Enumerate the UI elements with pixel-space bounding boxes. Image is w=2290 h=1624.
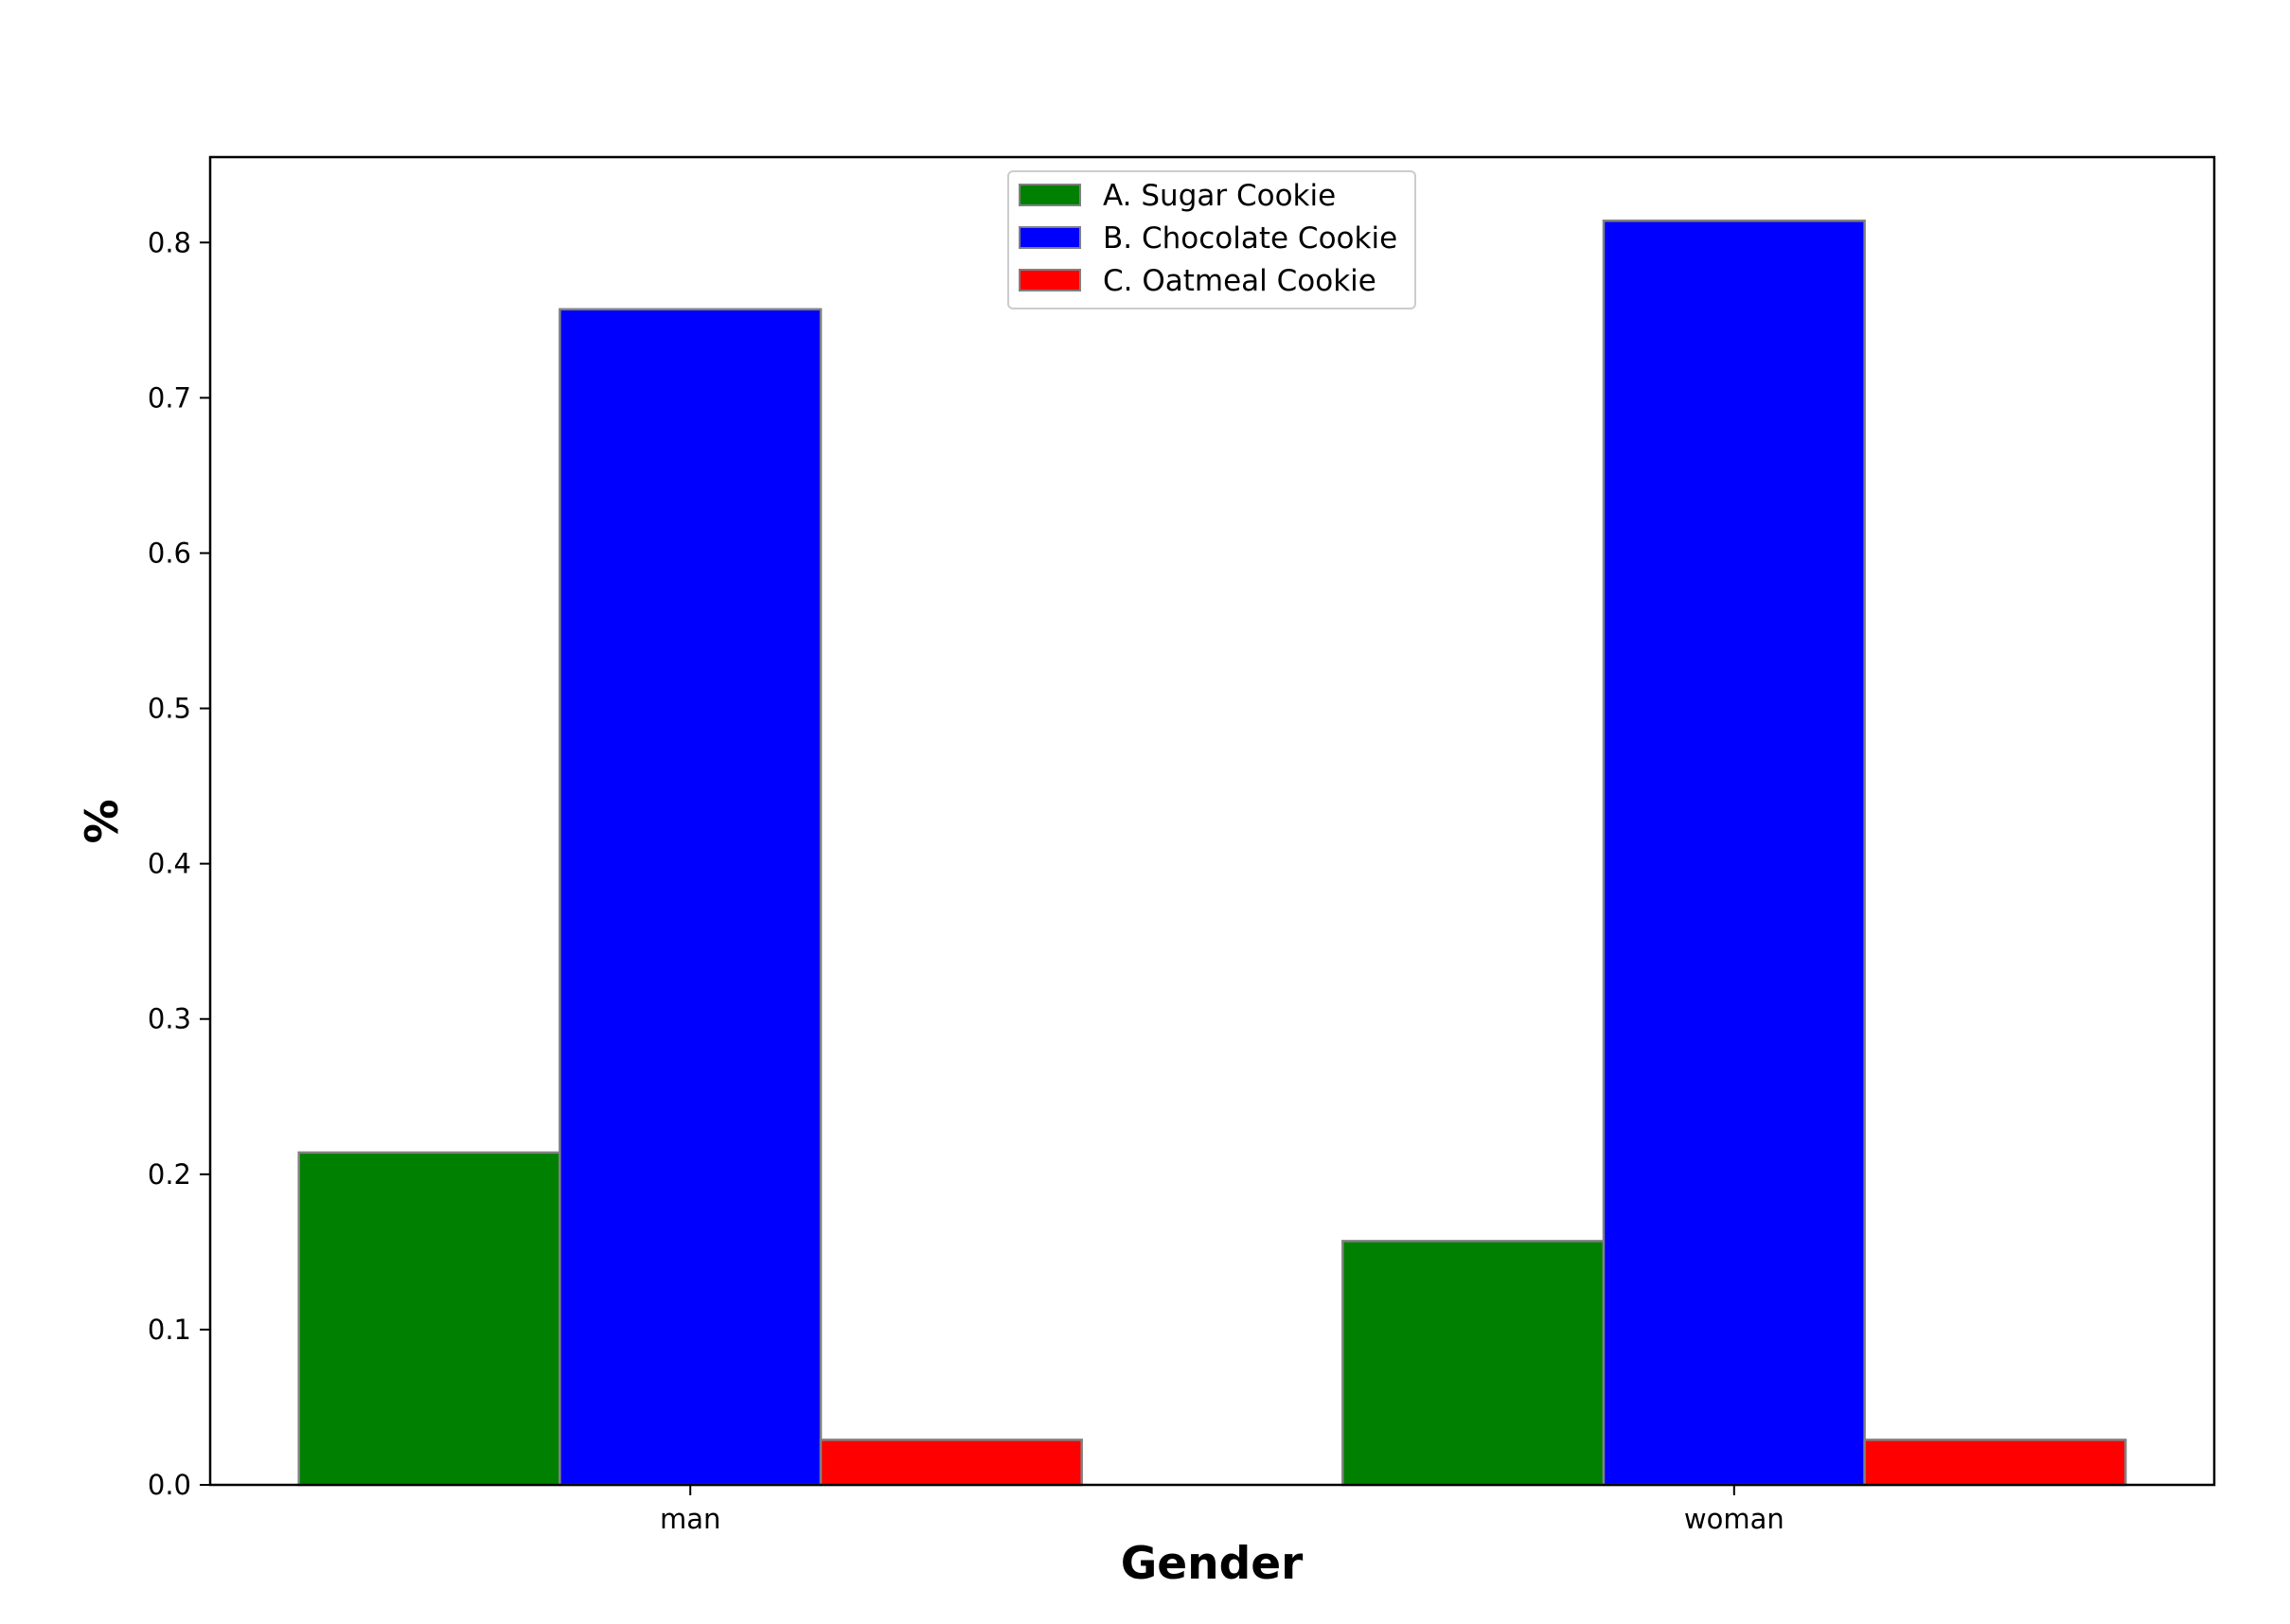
legend-swatch [1019, 269, 1081, 291]
y-tick-label: 0.1 [148, 1314, 191, 1346]
y-tick-label: 0.2 [148, 1158, 191, 1191]
y-tick-label: 0.5 [148, 693, 191, 725]
bar-woman-3 [1863, 1439, 2127, 1487]
y-tick-label: 0.8 [148, 226, 191, 258]
x-tick-label: man [660, 1503, 720, 1535]
x-axis: man woman [660, 1485, 1784, 1535]
x-tick-label: woman [1684, 1503, 1784, 1535]
y-tick-label: 0.4 [148, 848, 191, 880]
y-tick-label: 0.0 [148, 1469, 191, 1501]
legend-label: C. Oatmeal Cookie [1103, 264, 1376, 298]
y-axis: 0.0 0.1 0.2 0.3 0.4 0.5 0.6 0.7 0.8 [148, 226, 210, 1501]
bar-woman-1 [1341, 1240, 1606, 1487]
legend-label: B. Chocolate Cookie [1103, 221, 1397, 256]
y-axis-title: % [77, 799, 129, 843]
legend-label: A. Sugar Cookie [1103, 179, 1336, 213]
y-tick-label: 0.3 [148, 1003, 191, 1035]
bar-man-3 [819, 1439, 1083, 1487]
plot-frame [208, 155, 2216, 1487]
legend-box [1007, 170, 1416, 309]
bar-man-2 [559, 308, 823, 1487]
bars-group [297, 220, 2127, 1487]
legend: A. Sugar Cookie B. Chocolate Cookie C. Oat… [1007, 170, 1416, 309]
bar-man-1 [297, 1151, 561, 1487]
bar-woman-2 [1602, 220, 1866, 1487]
y-tick-label: 0.7 [148, 381, 191, 414]
legend-swatch [1019, 184, 1081, 206]
x-axis-title: Gender [1121, 1538, 1304, 1590]
y-tick-label: 0.6 [148, 537, 191, 569]
legend-swatch [1019, 226, 1081, 249]
